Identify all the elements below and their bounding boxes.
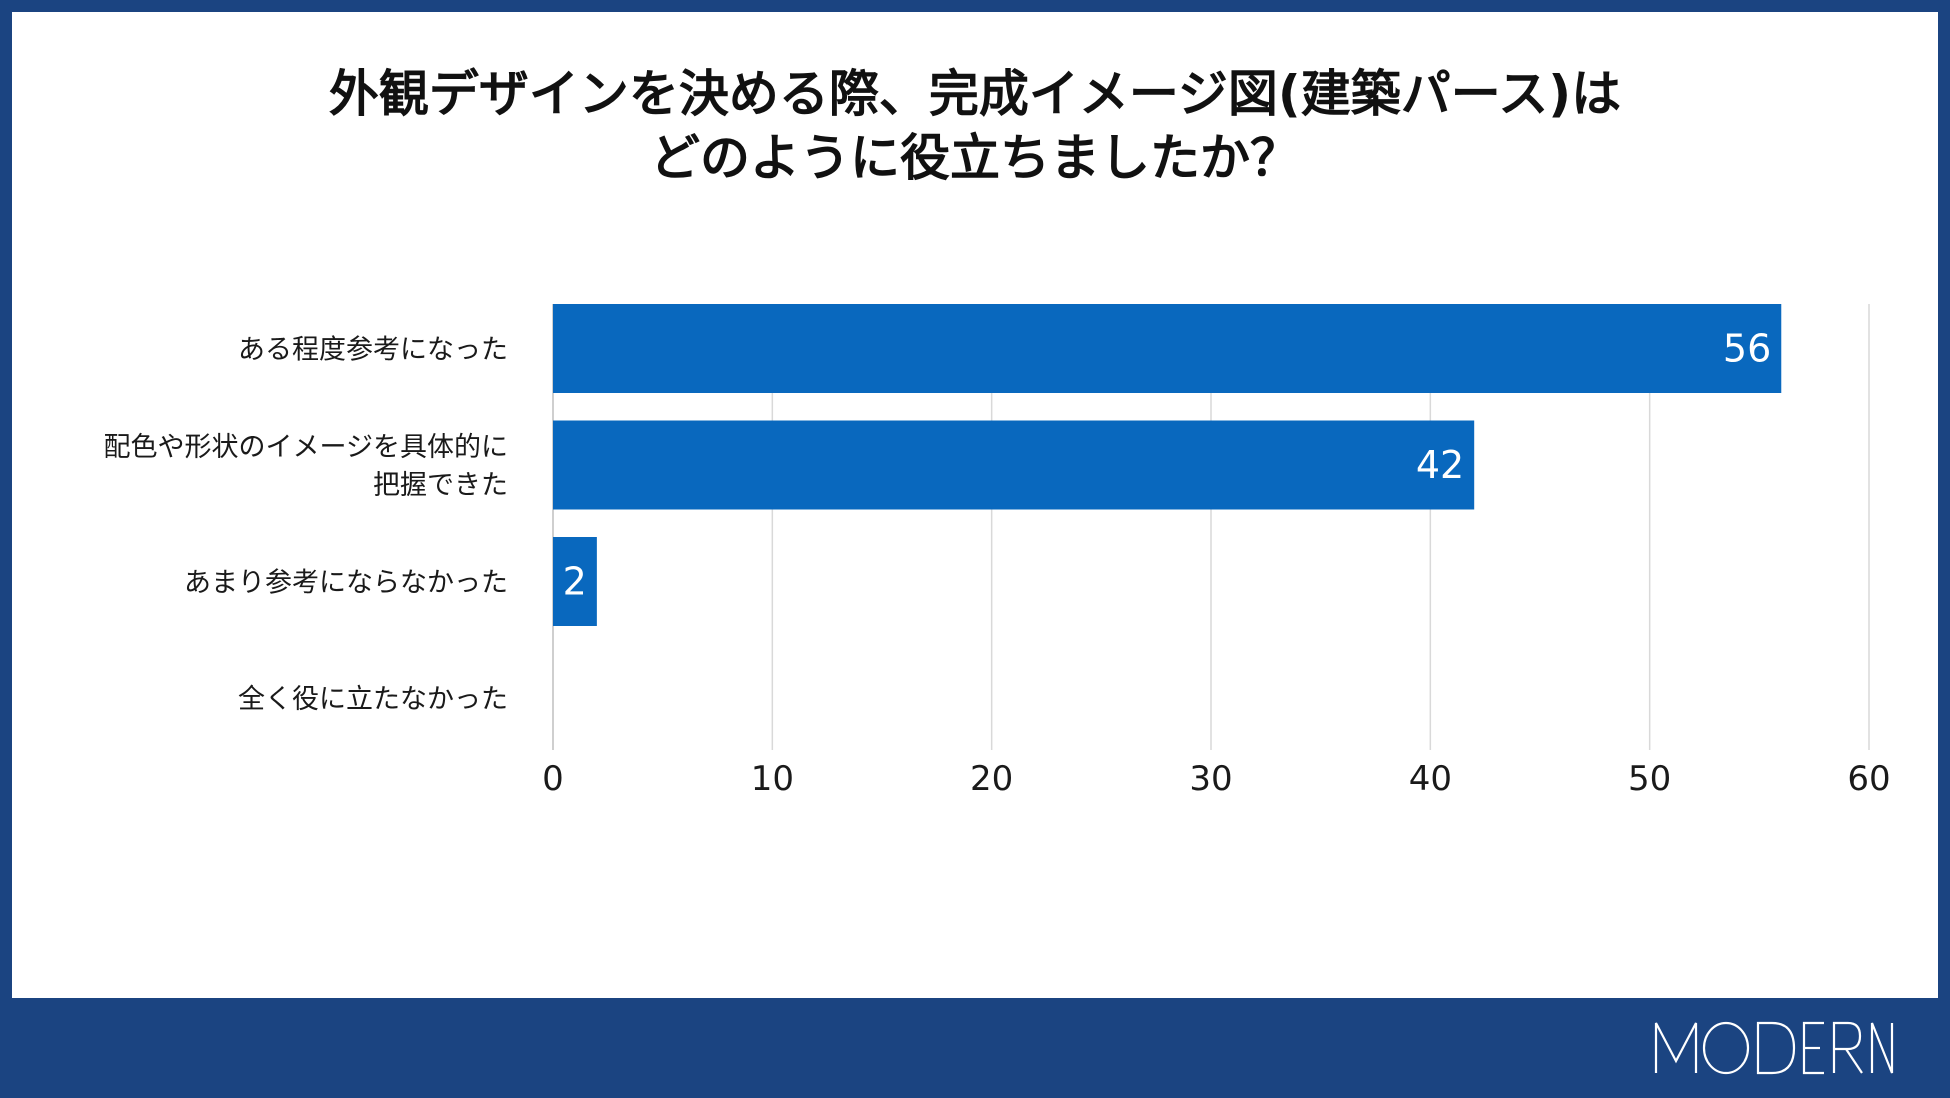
category-label: 把握できた — [373, 470, 508, 501]
bar-0 — [553, 304, 1782, 393]
chart-title: 外観デザインを決める際、完成イメージ図(建築パース)は どのように役立ちましたか… — [0, 62, 1950, 190]
x-tick-label: 60 — [1847, 759, 1890, 799]
chart-title-line-2: どのように役立ちましたか？ — [650, 129, 1300, 187]
category-label: ある程度参考になった — [238, 335, 508, 366]
category-label: 全く役に立たなかった — [238, 684, 508, 715]
x-axis-ticks: 0 10 20 30 40 50 60 — [542, 759, 1890, 799]
data-label: 56 — [1723, 327, 1771, 371]
category-labels: ある程度参考になった配色や形状のイメージを具体的に把握できたあまり参考にならなか… — [104, 335, 508, 716]
x-tick-label: 50 — [1628, 759, 1671, 799]
data-labels: 56 42 2 — [563, 327, 1772, 604]
x-tick-label: 30 — [1189, 759, 1232, 799]
moderno-logo — [1652, 1015, 1922, 1079]
category-label: あまり参考にならなかった — [184, 568, 508, 599]
x-tick-label: 0 — [542, 759, 564, 799]
x-tick-label: 10 — [751, 759, 794, 799]
moderno-logo-mark — [1654, 1021, 1894, 1075]
data-label: 2 — [563, 560, 587, 604]
bar-2 — [553, 537, 597, 626]
bars — [553, 304, 1782, 626]
chart-title-line-1: 外観デザインを決める際、完成イメージ図(建築パース)は — [328, 65, 1622, 123]
x-tick-label: 20 — [970, 759, 1013, 799]
category-label: 配色や形状のイメージを具体的に — [104, 432, 508, 463]
bar-1 — [553, 420, 1475, 510]
bar-chart: ある程度参考になった配色や形状のイメージを具体的に把握できたあまり参考にならなか… — [104, 304, 1891, 799]
data-label: 42 — [1416, 443, 1464, 487]
x-tick-label: 40 — [1409, 759, 1452, 799]
